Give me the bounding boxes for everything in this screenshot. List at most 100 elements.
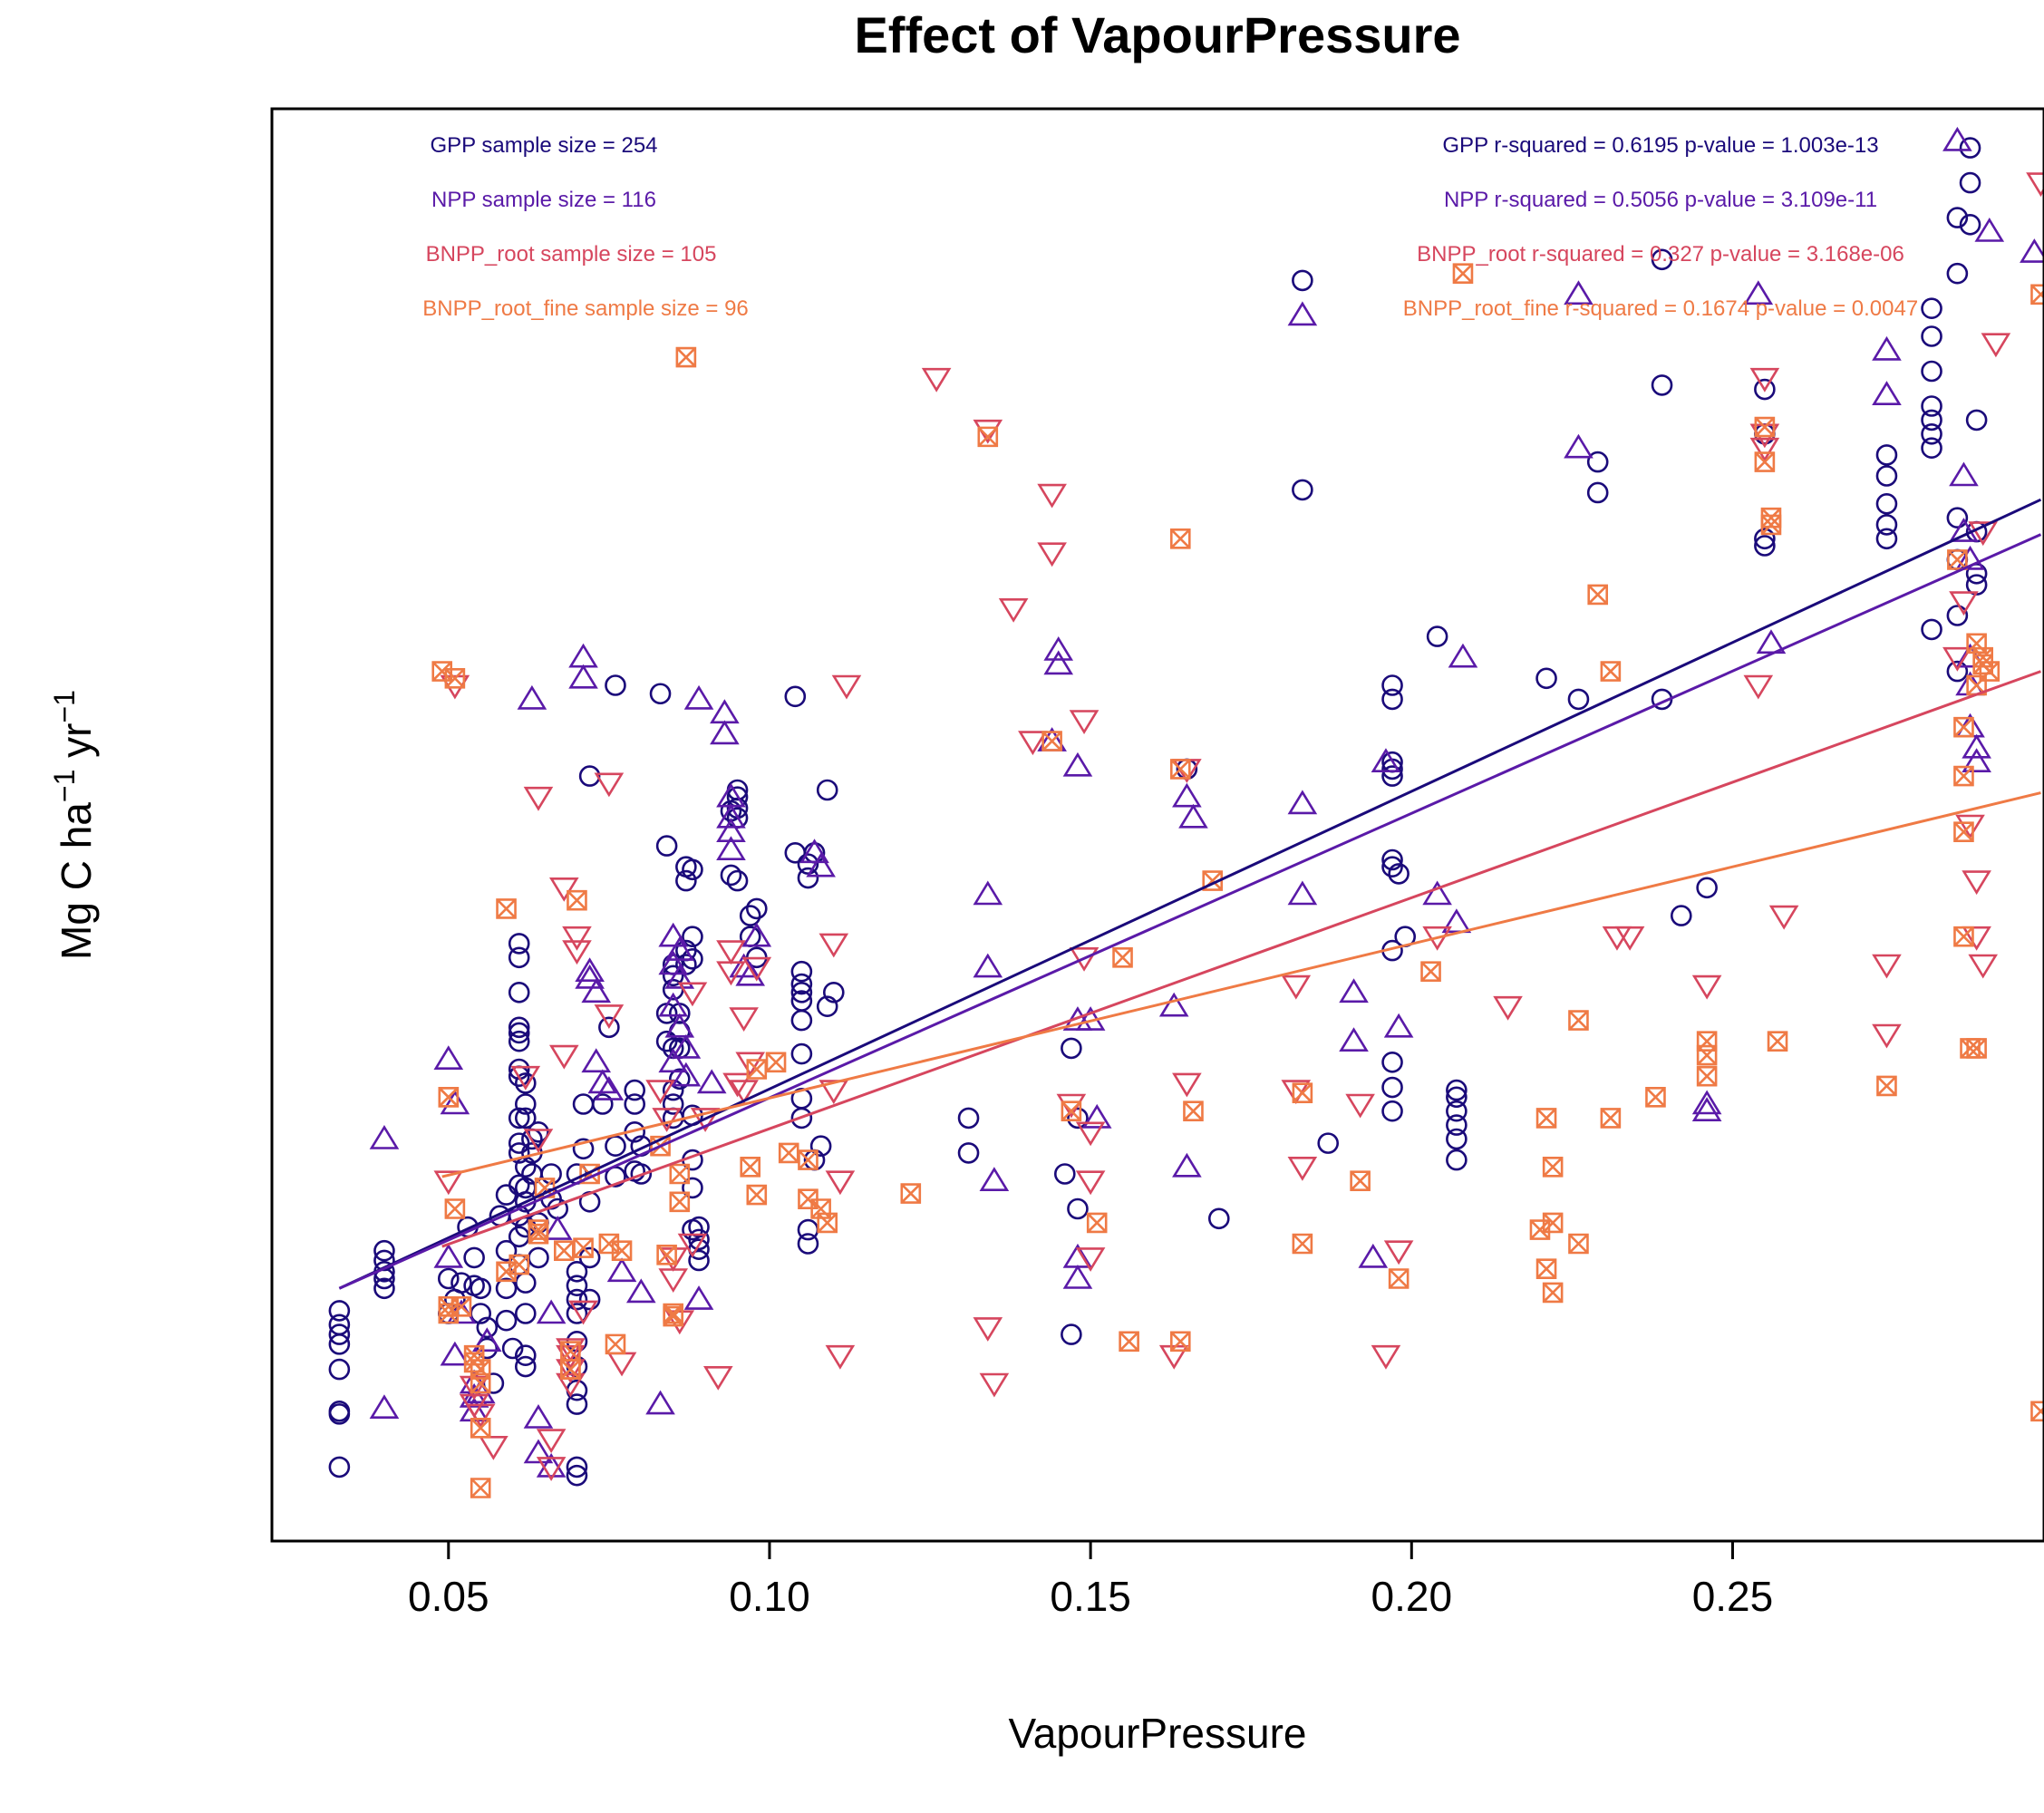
data-point-gpp	[668, 1068, 691, 1091]
data-point-gpp	[790, 982, 813, 1003]
data-point-gpp	[1446, 1079, 1468, 1101]
data-point-bnpp-root	[1749, 437, 1780, 462]
data-point-gpp	[1670, 905, 1692, 926]
data-point-gpp	[508, 1142, 530, 1164]
data-point-gpp	[1754, 528, 1776, 550]
data-point-gpp	[688, 1249, 710, 1272]
data-point-bnpp-root	[1691, 974, 1722, 1000]
data-point-bnpp-root-fine	[1542, 1212, 1564, 1234]
data-point-bnpp-root-fine	[431, 661, 453, 682]
data-point-gpp	[1959, 214, 1981, 236]
data-point-bnpp-root	[594, 1004, 625, 1029]
data-point-bnpp-root-fine	[656, 1245, 677, 1265]
data-point-bnpp-root-fine	[1542, 1157, 1564, 1178]
data-point-npp	[1962, 748, 1991, 773]
data-point-bnpp-root-fine	[1754, 416, 1776, 438]
data-point-bnpp-root-fine	[1876, 1075, 1897, 1097]
fit-line-gpp	[338, 498, 2042, 1290]
data-point-gpp	[1875, 465, 1898, 487]
data-point-gpp	[1875, 444, 1898, 466]
data-point-gpp	[1651, 248, 1673, 271]
data-point-gpp	[1959, 171, 1981, 194]
data-point-gpp	[437, 1267, 460, 1290]
data-point-bnpp-root	[2026, 172, 2044, 198]
data-point-bnpp-root-fine	[1953, 821, 1974, 842]
data-point-bnpp-root	[716, 940, 746, 965]
legend-bnpp-root-fine-sample-size: BNPP_root_fine sample size = 96	[422, 296, 749, 321]
data-point-npp	[973, 953, 1003, 978]
data-point-gpp	[1381, 688, 1403, 711]
data-point-gpp	[1446, 1114, 1468, 1136]
data-point-gpp	[463, 1246, 485, 1269]
data-point-bnpp-root	[1371, 1344, 1401, 1370]
data-point-bnpp-root	[510, 1065, 541, 1091]
data-point-npp	[658, 992, 689, 1017]
data-point-gpp	[1381, 674, 1403, 696]
fit-line-bnpp-root-fine	[441, 791, 2041, 1178]
data-point-bnpp-root	[1075, 1247, 1106, 1272]
y-axis-label: Mg C ha−1 yr−1	[48, 690, 100, 960]
data-point-npp	[658, 950, 689, 975]
data-point-npp	[542, 1216, 573, 1240]
data-point-bnpp-root	[677, 982, 708, 1007]
data-point-gpp	[328, 1300, 351, 1322]
data-point-bnpp-root	[1942, 646, 1972, 672]
data-point-bnpp-root-fine	[598, 1233, 620, 1255]
data-point-gpp	[739, 905, 761, 926]
data-point-bnpp-root	[1743, 674, 1774, 700]
data-point-bnpp-root-fine	[1112, 947, 1133, 968]
data-point-gpp	[1959, 137, 1981, 159]
data-point-gpp	[682, 1177, 703, 1199]
data-point-gpp	[373, 1239, 395, 1262]
chart-title: Effect of VapourPressure	[854, 6, 1460, 63]
data-point-npp	[1955, 545, 1985, 570]
data-point-gpp	[508, 933, 530, 955]
data-point-npp	[716, 803, 746, 829]
data-point-bnpp-root	[729, 1007, 759, 1033]
data-point-bnpp-root	[1981, 333, 2011, 358]
data-point-bnpp-root-fine	[496, 898, 517, 919]
data-point-gpp	[1067, 1107, 1089, 1129]
data-point-bnpp-root-fine	[605, 1333, 626, 1355]
data-point-bnpp-root	[658, 1268, 689, 1294]
data-point-gpp	[797, 867, 819, 889]
data-point-bnpp-root	[479, 1436, 509, 1460]
data-point-bnpp-root	[594, 772, 625, 798]
data-point-gpp	[1388, 863, 1409, 885]
data-point-npp	[664, 1013, 695, 1038]
data-point-gpp	[688, 1228, 710, 1251]
data-point-bnpp-root	[536, 1429, 567, 1454]
data-point-bnpp-root	[998, 597, 1029, 623]
data-point-bnpp-root-fine	[1535, 1258, 1557, 1280]
data-point-bnpp-root	[825, 1344, 856, 1370]
data-point-gpp	[1754, 378, 1776, 401]
data-point-npp	[575, 957, 605, 982]
data-point-gpp	[1053, 1163, 1076, 1185]
data-point-gpp	[578, 765, 601, 787]
data-point-npp	[440, 1090, 470, 1115]
data-point-npp	[594, 1076, 625, 1100]
data-point-npp	[1178, 803, 1208, 829]
data-point-bnpp-root-fine	[611, 1240, 633, 1261]
data-point-gpp	[809, 1135, 832, 1157]
x-tick-label: 0.20	[1371, 1573, 1453, 1620]
data-point-npp	[1743, 280, 1774, 305]
data-point-gpp	[797, 1233, 819, 1255]
data-point-npp	[671, 1033, 702, 1059]
data-point-gpp	[1921, 325, 1942, 347]
data-point-gpp	[630, 1163, 653, 1185]
data-point-bnpp-root	[1872, 1023, 1902, 1049]
data-point-gpp	[476, 1316, 499, 1339]
data-point-bnpp-root-fine	[1754, 451, 1776, 472]
data-point-npp	[1949, 461, 1979, 487]
data-point-gpp	[957, 1142, 980, 1164]
data-point-bnpp-root-fine	[1119, 1331, 1139, 1352]
data-point-npp	[645, 1390, 675, 1415]
data-point-bnpp-root-fine	[450, 1296, 472, 1317]
data-point-bnpp-root-fine	[1169, 528, 1191, 549]
data-point-gpp	[649, 683, 672, 705]
data-point-bnpp-root	[562, 926, 592, 951]
data-point-npp	[683, 684, 714, 710]
data-point-bnpp-root-fine	[746, 1059, 768, 1080]
